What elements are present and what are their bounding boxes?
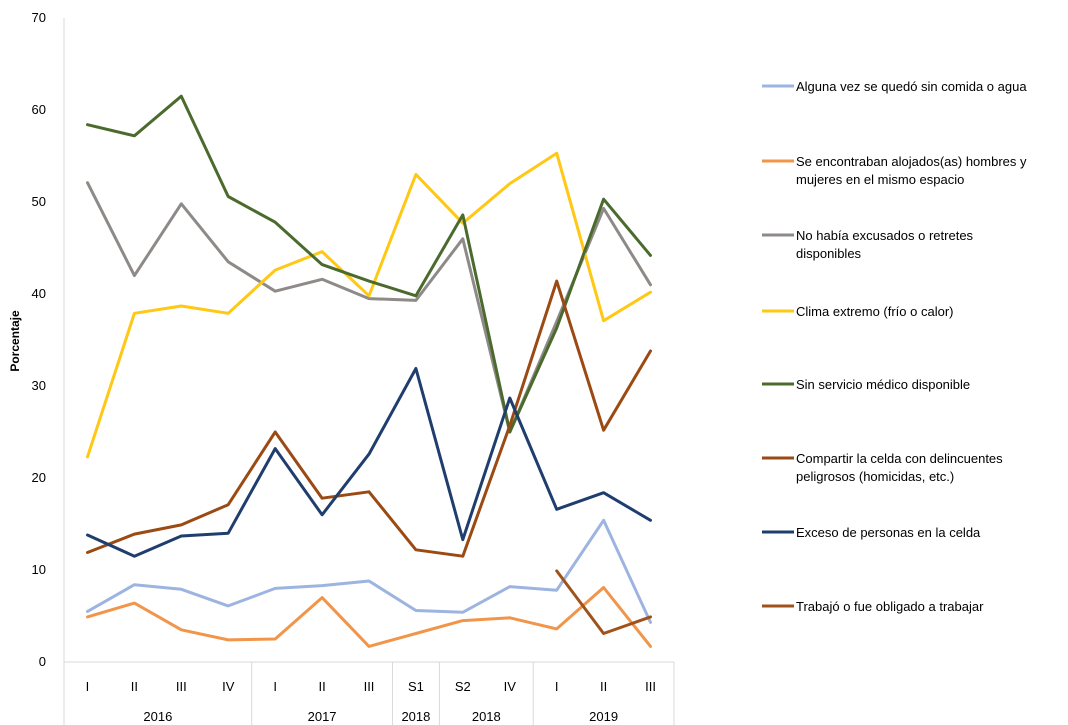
series-line [86,518,652,624]
x-tick-label: III [645,679,656,694]
y-tick-label: 70 [32,10,46,25]
series-line [86,586,652,648]
y-tick-label: 40 [32,286,46,301]
series-line [86,151,652,459]
legend-label: Trabajó o fue obligado a trabajar [796,599,984,614]
legend-label: Sin servicio médico disponible [796,377,970,392]
series-line [86,367,652,558]
legend-label: Compartir la celda con delincuentes pelig… [796,451,1003,484]
x-tick-label: I [555,679,559,694]
series-line [86,181,652,434]
x-tick-label: S1 [408,679,424,694]
y-tick-label: 20 [32,470,46,485]
y-tick-label: 0 [39,654,46,669]
y-tick-label: 60 [32,102,46,117]
x-tick-label: I [86,679,90,694]
legend-label: No había excusados o retretes disponibles [796,228,974,261]
y-axis-label: Porcentaje [8,310,22,372]
x-tick-label: IV [504,679,517,694]
series-line [555,569,652,635]
y-axis: 0 10 20 30 40 50 60 70 [32,10,65,669]
y-tick-label: 10 [32,562,46,577]
x-tick-label: IV [222,679,235,694]
x-group-label: 2019 [589,709,618,724]
legend-label: Se encontraban alojados(as) hombres y muj… [796,154,1027,187]
x-tick-label: II [318,679,325,694]
series-lines [86,94,652,648]
x-tick-label: I [273,679,277,694]
legend-label: Alguna vez se quedó sin comida o agua [796,79,1027,94]
x-group-label: 2016 [143,709,172,724]
legend-label: Clima extremo (frío o calor) [796,304,953,319]
series-line [86,94,652,434]
y-tick-label: 50 [32,194,46,209]
x-tick-label: III [364,679,375,694]
x-tick-label: S2 [455,679,471,694]
x-tick-label: II [131,679,138,694]
x-tick-label: III [176,679,187,694]
series-line [86,279,652,558]
legend: Alguna vez se quedó sin comida o agua Se … [762,79,1027,614]
legend-label: Exceso de personas en la celda [796,525,981,540]
y-tick-label: 30 [32,378,46,393]
x-tick-label: II [600,679,607,694]
x-group-label: 2018 [401,709,430,724]
x-group-label: 2017 [308,709,337,724]
x-group-label: 2018 [472,709,501,724]
